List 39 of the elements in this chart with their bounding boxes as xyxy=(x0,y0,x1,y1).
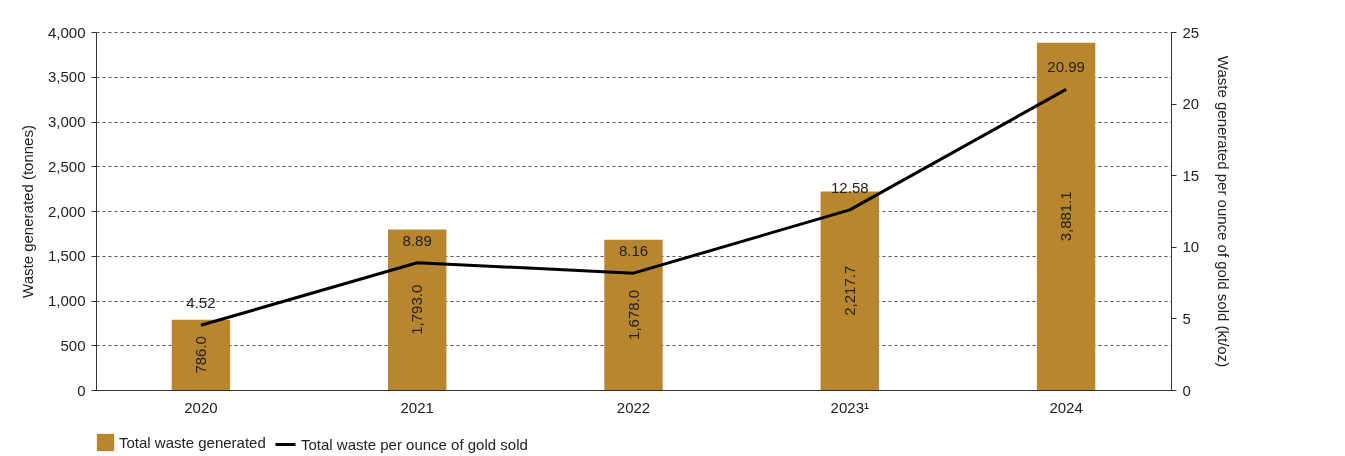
y2-tick-label: 20 xyxy=(1182,95,1200,113)
y-axis-title: Waste generated (tonnes) xyxy=(18,125,36,298)
y-tick-label: 1,000 xyxy=(47,292,86,309)
data-label: 2,217.7 xyxy=(840,265,858,316)
y2-tick-label: 5 xyxy=(1182,309,1191,327)
y-tick-label: 2,500 xyxy=(47,157,86,175)
data-label: 786.0 xyxy=(191,336,209,374)
data-label: 1,678.0 xyxy=(624,289,642,340)
data-label: 4.52 xyxy=(186,294,216,312)
data-label: 8.16 xyxy=(618,242,649,260)
legend-label: Total waste generated xyxy=(119,433,266,451)
y2-tick-label: 25 xyxy=(1182,23,1200,41)
y-tick-label: 1,500 xyxy=(47,247,86,265)
x-tick-label: 2024 xyxy=(1049,398,1083,416)
x-tick-label: 2023¹ xyxy=(830,398,869,416)
bar xyxy=(604,239,663,390)
bar xyxy=(1036,42,1096,390)
bar xyxy=(820,191,879,390)
y2-axis-title: Waste generated per ounce of gold sold (kt/oz) xyxy=(1215,55,1233,368)
y2-tick-label: 10 xyxy=(1182,238,1200,256)
y-tick-label: 3,500 xyxy=(47,68,86,86)
data-label: 1,793.0 xyxy=(408,284,426,335)
y-tick-label: 2,000 xyxy=(47,202,86,220)
data-label: 3,881.1 xyxy=(1057,191,1075,242)
x-tick-label: 2021 xyxy=(400,398,434,416)
data-label: 8.89 xyxy=(402,231,432,249)
x-tick-label: 2020 xyxy=(184,398,218,416)
y-tick-label: 4,000 xyxy=(47,23,86,41)
bar xyxy=(171,319,231,390)
y-tick-label: 0 xyxy=(77,381,86,399)
y2-tick-label: 0 xyxy=(1182,381,1191,399)
bar xyxy=(388,229,447,390)
data-label: 12.58 xyxy=(831,178,869,196)
legend-label: Total waste per ounce of gold sold xyxy=(301,435,528,453)
y-tick-label: 3,000 xyxy=(47,113,86,130)
y2-tick-label: 15 xyxy=(1182,166,1200,184)
y-tick-label: 500 xyxy=(60,336,86,354)
x-tick-label: 2022 xyxy=(616,398,651,416)
data-label: 20.99 xyxy=(1047,58,1085,76)
